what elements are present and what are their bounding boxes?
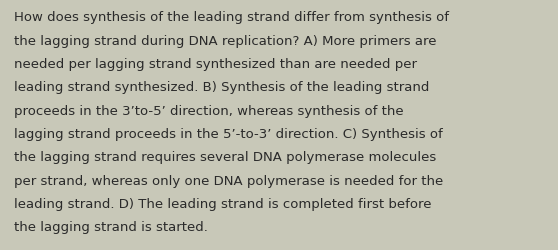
Text: needed per lagging strand synthesized than are needed per: needed per lagging strand synthesized th… bbox=[14, 58, 417, 71]
Text: the lagging strand during DNA replication? A) More primers are: the lagging strand during DNA replicatio… bbox=[14, 34, 436, 48]
Text: leading strand synthesized. B) Synthesis of the leading strand: leading strand synthesized. B) Synthesis… bbox=[14, 81, 429, 94]
Text: How does synthesis of the leading strand differ from synthesis of: How does synthesis of the leading strand… bbox=[14, 11, 449, 24]
Text: the lagging strand is started.: the lagging strand is started. bbox=[14, 220, 208, 234]
Text: the lagging strand requires several DNA polymerase molecules: the lagging strand requires several DNA … bbox=[14, 151, 436, 164]
Text: proceeds in the 3’to-5’ direction, whereas synthesis of the: proceeds in the 3’to-5’ direction, where… bbox=[14, 104, 403, 117]
Text: per strand, whereas only one DNA polymerase is needed for the: per strand, whereas only one DNA polymer… bbox=[14, 174, 443, 187]
Text: lagging strand proceeds in the 5’-to-3’ direction. C) Synthesis of: lagging strand proceeds in the 5’-to-3’ … bbox=[14, 128, 442, 140]
Text: leading strand. D) The leading strand is completed first before: leading strand. D) The leading strand is… bbox=[14, 197, 431, 210]
